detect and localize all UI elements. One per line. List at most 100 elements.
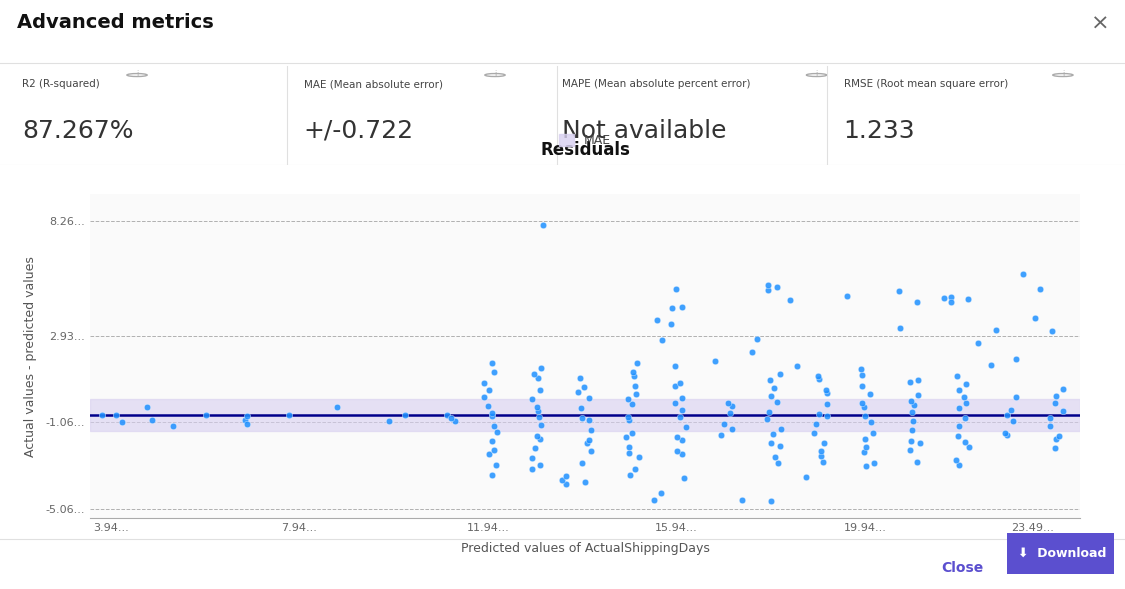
Point — [837, 291, 855, 300]
Point — [742, 347, 760, 356]
Legend: MAE: MAE — [554, 130, 616, 153]
Point — [666, 381, 684, 391]
Point — [485, 367, 503, 376]
Point — [654, 335, 672, 345]
Point — [664, 303, 682, 313]
Point — [616, 432, 634, 442]
Point — [935, 293, 953, 302]
Point — [956, 438, 974, 447]
Point — [525, 369, 543, 379]
Point — [523, 453, 541, 462]
Bar — [90, 399, 1080, 431]
Point — [706, 356, 724, 366]
Point — [1030, 284, 1048, 294]
Point — [628, 359, 646, 368]
Point — [760, 408, 778, 417]
Point — [765, 383, 783, 392]
Point — [789, 362, 807, 371]
Point — [956, 379, 974, 389]
Point — [855, 447, 873, 456]
Point — [759, 285, 777, 294]
Point — [484, 408, 502, 418]
Point — [532, 420, 550, 429]
Point — [582, 425, 600, 435]
Point — [580, 393, 598, 402]
Point — [575, 382, 593, 391]
Point — [1047, 391, 1065, 401]
Point — [480, 385, 498, 395]
Point — [781, 295, 799, 305]
Point — [532, 363, 550, 372]
Point — [810, 374, 828, 383]
Point — [626, 464, 643, 474]
Text: Not available: Not available — [562, 119, 727, 143]
Point — [531, 434, 549, 444]
Point — [903, 416, 921, 425]
Point — [523, 465, 541, 474]
Point — [557, 471, 575, 480]
Point — [758, 414, 776, 423]
Point — [901, 377, 919, 386]
Text: i: i — [136, 70, 138, 79]
Point — [762, 391, 780, 401]
Text: R2 (R-squared): R2 (R-squared) — [22, 79, 100, 89]
Point — [960, 442, 978, 452]
Point — [772, 369, 790, 378]
Point — [675, 474, 693, 483]
Point — [942, 297, 960, 307]
Point — [630, 453, 648, 462]
Point — [956, 413, 974, 422]
Point — [852, 365, 870, 374]
Point — [582, 446, 600, 456]
Point — [486, 460, 504, 469]
Point — [485, 445, 503, 455]
Point — [626, 372, 643, 381]
Point — [645, 495, 663, 505]
Point — [578, 438, 596, 448]
Point — [138, 402, 156, 412]
Point — [673, 302, 691, 312]
Point — [998, 411, 1016, 420]
Text: i: i — [816, 70, 818, 79]
Point — [1026, 313, 1044, 322]
Point — [996, 429, 1014, 438]
Point — [811, 446, 829, 456]
Point — [529, 406, 547, 416]
Point — [712, 431, 730, 440]
Point — [948, 432, 966, 441]
Point — [950, 385, 968, 394]
Point — [483, 436, 501, 446]
Point — [93, 411, 111, 420]
Point — [280, 411, 298, 420]
Text: Close: Close — [940, 561, 983, 575]
Point — [947, 455, 965, 465]
Point — [998, 430, 1016, 439]
Point — [988, 325, 1006, 335]
Point — [758, 280, 776, 290]
Point — [902, 408, 920, 417]
Point — [950, 403, 968, 413]
Point — [570, 373, 588, 383]
Point — [764, 429, 782, 439]
Point — [723, 401, 741, 411]
Point — [857, 461, 875, 471]
Point — [806, 428, 824, 438]
Point — [947, 372, 965, 381]
Point — [955, 392, 973, 402]
Point — [1054, 385, 1072, 394]
Point — [667, 284, 685, 294]
Point — [529, 432, 547, 441]
Point — [112, 418, 130, 427]
Point — [909, 376, 927, 385]
Point — [890, 287, 908, 296]
Point — [483, 411, 501, 421]
Point — [623, 428, 641, 438]
Text: RMSE (Root mean square error): RMSE (Root mean square error) — [844, 79, 1008, 89]
Y-axis label: Actual values - predicted values: Actual values - predicted values — [25, 256, 37, 457]
Point — [747, 334, 765, 343]
Point — [950, 421, 968, 431]
Point — [982, 360, 1000, 370]
Point — [865, 458, 883, 468]
Text: ×: × — [1091, 13, 1109, 33]
Point — [673, 449, 691, 459]
